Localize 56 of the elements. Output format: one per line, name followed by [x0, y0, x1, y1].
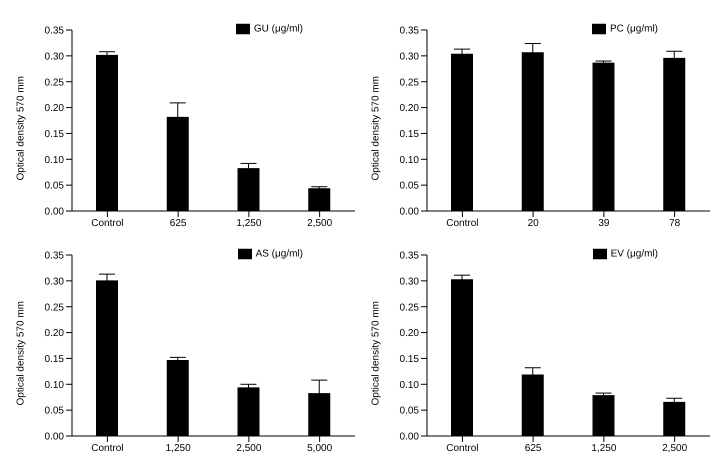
- x-tick-label: 1,250: [591, 443, 617, 454]
- y-tick-label: 0.00: [44, 432, 64, 443]
- x-tick-label: 2,500: [236, 443, 262, 454]
- x-tick-label: 5,000: [307, 443, 333, 454]
- y-tick-label: 0.10: [400, 380, 420, 391]
- x-tick-label: Control: [91, 443, 124, 454]
- y-tick-label: 0.30: [44, 276, 64, 288]
- x-tick-label: 2,500: [662, 443, 688, 454]
- y-tick-label: 0.30: [400, 276, 420, 288]
- y-tick-label: 0.25: [400, 302, 420, 314]
- x-tick-label: Control: [91, 218, 124, 230]
- y-tick-label: 0.35: [400, 250, 420, 262]
- y-tick-label: 0.25: [44, 302, 64, 314]
- y-tick-label: 0.10: [44, 154, 64, 166]
- y-tick-label: 0.35: [44, 26, 64, 37]
- x-tick-label: 1,250: [236, 218, 262, 230]
- x-tick-label: 39: [598, 218, 610, 230]
- legend-label: PC (μg/ml): [610, 24, 658, 35]
- y-tick-label: 0.05: [400, 180, 420, 192]
- y-tick-label: 0.15: [44, 128, 64, 140]
- legend-label: AS (μg/ml): [256, 248, 303, 260]
- y-axis-title: Optical density 570 mm: [370, 301, 382, 406]
- x-tick-label: 78: [669, 218, 681, 230]
- y-tick-label: 0.30: [44, 51, 64, 62]
- y-tick-label: 0.00: [400, 432, 420, 443]
- x-tick-label: Control: [446, 218, 478, 230]
- y-tick-label: 0.15: [44, 354, 64, 365]
- x-tick-label: 625: [170, 218, 187, 230]
- y-tick-label: 0.35: [44, 250, 64, 262]
- y-tick-label: 0.25: [400, 77, 420, 88]
- y-tick-label: 0.20: [44, 328, 64, 340]
- x-tick-label: 2,500: [307, 218, 333, 230]
- y-axis-title: Optical density 570 mm: [16, 76, 27, 180]
- legend-label: GU (μg/ml): [254, 24, 303, 35]
- y-tick-label: 0.30: [400, 51, 420, 62]
- x-tick-label: 625: [524, 443, 542, 454]
- y-tick-label: 0.25: [44, 77, 64, 88]
- y-tick-label: 0.35: [400, 26, 420, 37]
- y-tick-label: 0.15: [400, 128, 420, 140]
- y-tick-label: 0.05: [44, 180, 64, 192]
- y-tick-label: 0.15: [400, 354, 420, 365]
- x-tick-label: Control: [446, 443, 478, 454]
- legend-label: EV (μg/ml): [610, 248, 658, 260]
- y-axis-title: Optical density 570 mm: [16, 301, 27, 406]
- y-tick-label: 0.05: [400, 406, 420, 417]
- y-tick-label: 0.20: [44, 103, 64, 114]
- y-tick-label: 0.10: [44, 380, 64, 391]
- y-tick-label: 0.00: [44, 206, 64, 218]
- x-tick-label: 1,250: [166, 443, 192, 454]
- y-tick-label: 0.10: [400, 154, 420, 166]
- y-tick-label: 0.05: [44, 406, 64, 417]
- x-tick-label: 20: [528, 218, 540, 230]
- y-tick-label: 0.20: [400, 103, 420, 114]
- y-tick-label: 0.00: [400, 206, 420, 218]
- y-axis-title: Optical density 570 mm: [370, 76, 382, 180]
- y-tick-label: 0.20: [400, 328, 420, 340]
